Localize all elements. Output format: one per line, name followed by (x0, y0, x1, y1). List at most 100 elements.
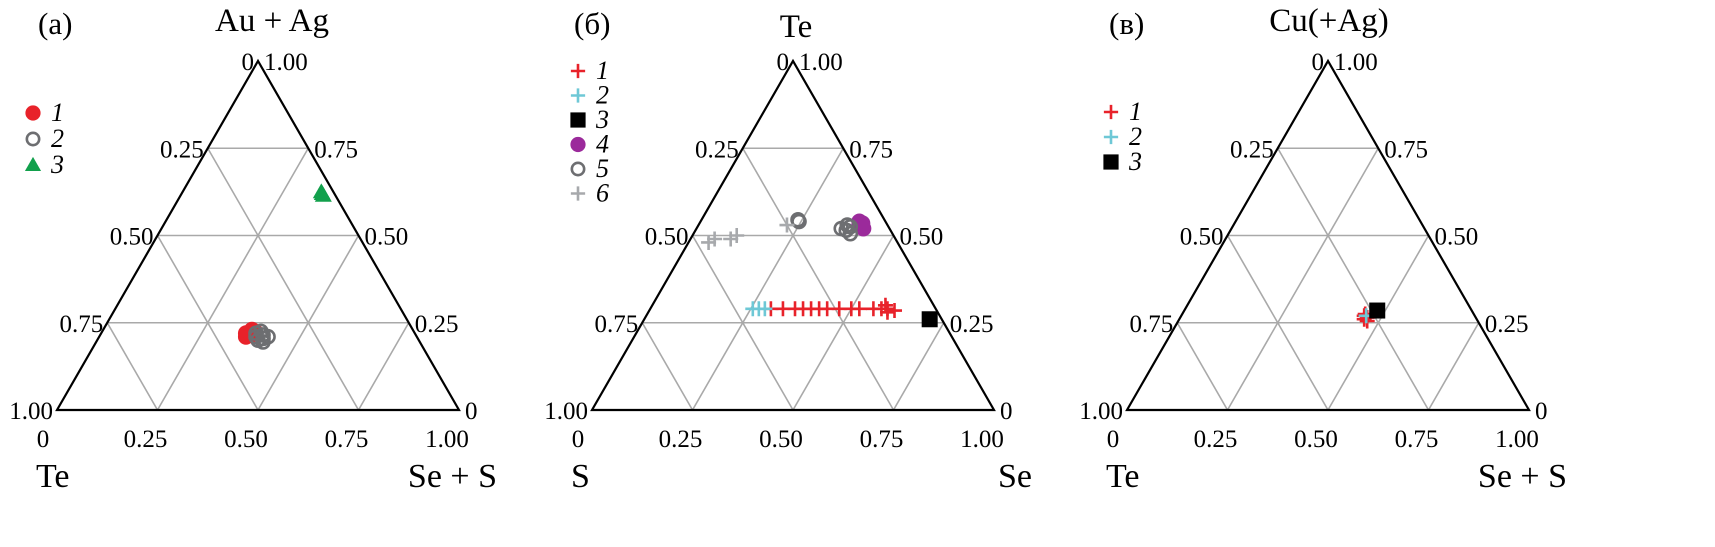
grid-line (792, 235, 895, 411)
tick-label-bottom: 1.00 (960, 426, 1004, 453)
tick-label-right: 0.50 (365, 224, 409, 251)
tick-label-left: 0 (242, 49, 255, 76)
grid-line (892, 322, 945, 411)
point-series-6 (779, 217, 795, 233)
grid-line (1327, 235, 1430, 411)
apex-label: Te (780, 9, 813, 45)
legend-marker (25, 105, 41, 121)
grid-line (1176, 322, 1229, 411)
grid-line (207, 147, 360, 411)
tick-label-bottom: 0 (572, 426, 585, 453)
apex-label: Cu(+Ag) (1269, 3, 1388, 39)
tick-label-right: 0.75 (849, 136, 893, 163)
ternary-panel-1: 0 0.25 0.50 0.75 1.00 1.00 0.75 0.50 0.25 0 0 0.25 0… (9, 3, 497, 495)
point-series-1 (879, 304, 895, 320)
tick-label-right: 0.50 (1435, 224, 1479, 251)
panel-letter: (в) (1109, 6, 1144, 41)
legend-label: 1 (51, 98, 64, 127)
tick-label-bottom: 0 (37, 426, 50, 453)
triangle-frame (55, 58, 461, 412)
corner-label-right: Se + S (1478, 458, 1567, 495)
grid-line (691, 235, 794, 411)
grid-line (106, 322, 159, 411)
grid-line (1226, 147, 1379, 411)
point-series-5 (791, 213, 807, 230)
tick-label-left: 0.25 (1230, 136, 1274, 163)
legend-marker (25, 131, 41, 147)
tick-label-right: 0.25 (950, 311, 994, 338)
data-points (237, 183, 332, 350)
tick-label-bottom: 0.75 (1395, 426, 1439, 453)
point-series-1 (887, 303, 903, 319)
grid-line (156, 235, 259, 411)
tick-label-left: 0.75 (595, 311, 639, 338)
grid-line (1226, 235, 1329, 411)
point-series-5 (838, 222, 855, 239)
tick-label-left: 0.50 (645, 224, 689, 251)
legend-label: 2 (1129, 122, 1142, 151)
corner-label-right: Se + S (408, 458, 497, 495)
legend-label: 1 (596, 56, 609, 85)
tick-label-right: 0.50 (900, 224, 944, 251)
data-points (701, 211, 938, 328)
point-series-6 (707, 231, 723, 247)
corner-label-left: Te (1106, 458, 1140, 495)
grid-line (257, 235, 360, 411)
legend-label: 3 (50, 150, 64, 179)
tick-label-right: 0.75 (1384, 136, 1428, 163)
grid-lines (641, 147, 945, 411)
panel-letter: (а) (38, 6, 72, 41)
point-series-1 (877, 297, 893, 313)
tick-label-bottom: 0.25 (124, 426, 168, 453)
tick-labels: 0 0.25 0.50 0.75 1.00 1.00 0.75 0.50 0.25 0 0 0.25 0… (544, 49, 1012, 453)
legend: 123 (24, 98, 64, 179)
tick-label-left: 0.50 (110, 224, 154, 251)
tick-label-bottom: 1.00 (1495, 426, 1539, 453)
tick-labels: 0 0.25 0.50 0.75 1.00 1.00 0.75 0.50 0.25 0 0 0.25 0… (1079, 49, 1547, 453)
tick-label-bottom: 0 (1107, 426, 1120, 453)
corner-label-right: Se (998, 458, 1032, 495)
legend-label: 2 (596, 81, 609, 110)
tick-label-left: 0 (1312, 49, 1325, 76)
apex-label: Au + Ag (215, 3, 329, 39)
panel-letter: (б) (574, 6, 610, 41)
tick-label-right: 0.25 (415, 311, 459, 338)
grid-line (742, 147, 895, 411)
grid-lines (106, 147, 410, 411)
legend-label: 3 (595, 105, 609, 134)
tick-label-left: 0.75 (60, 311, 104, 338)
legend-marker (1103, 129, 1119, 145)
legend-marker (570, 161, 586, 177)
point-series-1 (851, 301, 867, 317)
tick-label-right: 1.00 (264, 49, 308, 76)
legend-label: 5 (596, 154, 609, 183)
legend-marker (24, 156, 42, 172)
tick-label-left: 1.00 (9, 398, 53, 425)
grid-lines (1176, 147, 1480, 411)
legend-label: 3 (1128, 147, 1142, 176)
tick-label-bottom: 0.25 (659, 426, 703, 453)
legend-marker (1103, 104, 1119, 120)
tick-label-left: 0.75 (1130, 311, 1174, 338)
grid-line (357, 322, 410, 411)
tick-label-right: 1.00 (1334, 49, 1378, 76)
point-series-5 (842, 218, 859, 235)
legend-marker (570, 63, 586, 79)
tick-label-bottom: 0.75 (325, 426, 369, 453)
grid-line (1277, 147, 1430, 411)
grid-line (691, 147, 844, 411)
point-series-6 (729, 228, 745, 243)
tick-label-bottom: 0.25 (1194, 426, 1238, 453)
tick-label-right: 0 (465, 398, 478, 425)
tick-label-right: 0.75 (314, 136, 358, 163)
corner-label-left: Te (36, 458, 70, 495)
grid-line (641, 322, 694, 411)
tick-label-left: 0 (777, 49, 790, 76)
corner-label-left: S (571, 458, 590, 495)
tick-labels: 0 0.25 0.50 0.75 1.00 1.00 0.75 0.50 0.25 0 0 0.25 0… (9, 49, 477, 453)
ternary-panel-3: 0 0.25 0.50 0.75 1.00 1.00 0.75 0.50 0.25 0 0 0.25 0… (1079, 3, 1567, 495)
tick-label-left: 0.25 (695, 136, 739, 163)
legend: 123 (1103, 97, 1142, 176)
